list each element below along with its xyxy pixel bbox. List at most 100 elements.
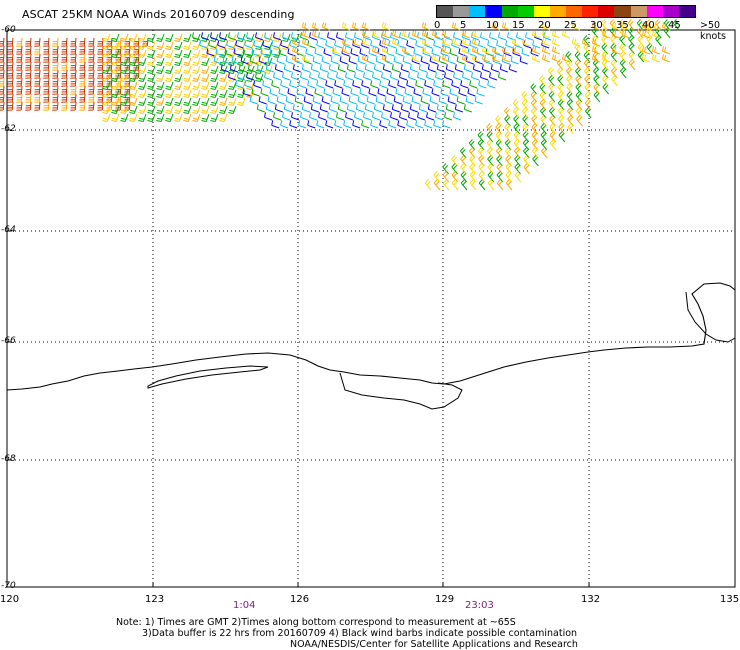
wind-barb [301, 104, 310, 113]
wind-barb [210, 65, 219, 74]
wind-barb [129, 73, 138, 82]
wind-barb [646, 43, 653, 55]
wind-barb [436, 104, 445, 113]
wind-barb [495, 115, 502, 127]
wind-barb [566, 67, 573, 79]
wind-barb [469, 179, 477, 191]
wind-barb [61, 101, 68, 111]
wind-barb [652, 30, 661, 39]
wind-barb [129, 65, 138, 74]
wind-barb [495, 123, 502, 135]
wind-barb [585, 107, 592, 119]
wind-barb [147, 41, 156, 50]
wind-barb [530, 99, 538, 111]
wind-barb [642, 46, 651, 55]
scale-swatch-7 [549, 6, 566, 17]
scale-swatch-10 [598, 6, 615, 17]
wind-barb [565, 51, 573, 63]
wind-barb [521, 99, 529, 111]
wind-barb [147, 57, 156, 66]
wind-barb [350, 88, 359, 97]
wind-barb [183, 41, 192, 50]
wind-barb [612, 46, 621, 55]
wind-barb [424, 80, 433, 89]
wind-barb [294, 96, 303, 105]
wind-barb [278, 48, 287, 57]
scale-label-25: 25 [564, 20, 577, 31]
wind-barb [442, 80, 451, 89]
wind-barb [292, 54, 301, 63]
wind-barb [300, 32, 309, 41]
wind-barb [539, 75, 546, 87]
wind-barb [363, 72, 372, 81]
wind-barb [70, 77, 77, 87]
wind-barb [201, 57, 210, 66]
lon-label-129: 129 [435, 594, 455, 605]
wind-barb [393, 56, 402, 65]
wind-barb [504, 131, 512, 143]
wind-barb [34, 93, 41, 103]
wind-barb [460, 179, 468, 191]
wind-barb [240, 56, 249, 65]
wind-barb [558, 131, 566, 143]
wind-barb [0, 85, 5, 95]
wind-barb [102, 113, 111, 122]
wind-barb [548, 99, 556, 111]
wind-barb [25, 37, 32, 47]
wind-barb [102, 49, 111, 58]
wind-barb [102, 73, 111, 82]
wind-barb [251, 88, 260, 97]
wind-barb [548, 75, 555, 87]
wind-barb [192, 73, 201, 82]
wind-barb [255, 72, 264, 81]
wind-barb [557, 99, 565, 111]
wind-barb [427, 64, 436, 73]
wind-barb [244, 80, 253, 89]
wind-barb [584, 83, 591, 95]
wind-barb [381, 72, 390, 81]
wind-barb [355, 104, 364, 113]
wind-barb [43, 69, 50, 79]
wind-barb [147, 73, 156, 82]
wind-barb [435, 112, 444, 121]
wind-barb [525, 32, 534, 41]
wind-barb [502, 54, 511, 63]
wind-barb [522, 139, 530, 151]
wind-barb [264, 112, 273, 121]
wind-barb [156, 33, 165, 42]
wind-barb [336, 72, 345, 81]
wind-barb [583, 43, 590, 55]
wind-barb [174, 97, 183, 106]
wind-barb [465, 96, 474, 105]
wind-barb [352, 80, 361, 89]
wind-barb [120, 49, 129, 58]
wind-barb [487, 155, 494, 167]
wind-barb [463, 64, 472, 73]
wind-barb [540, 123, 547, 135]
wind-barb [273, 72, 282, 81]
wind-barb [575, 91, 583, 103]
wind-barb [504, 115, 511, 127]
wind-barb [283, 104, 292, 113]
wind-barb [584, 75, 591, 87]
scale-swatch-15 [678, 6, 695, 17]
wind-barb [354, 112, 363, 121]
wind-barb [487, 171, 495, 183]
wind-barb [348, 56, 357, 65]
wind-barb [514, 163, 521, 175]
wind-barb [354, 72, 363, 81]
lat-label-62: -62 [1, 124, 16, 134]
wind-barb [352, 40, 361, 49]
wind-barb [542, 54, 551, 63]
wind-barb [480, 32, 489, 41]
wind-barb [138, 73, 147, 82]
wind-barb [487, 80, 496, 89]
wind-barb [513, 131, 521, 143]
wind-barb [328, 104, 337, 113]
wind-barb [368, 88, 377, 97]
wind-barb [478, 147, 485, 159]
wind-barb [307, 80, 316, 89]
wind-barb [412, 30, 421, 39]
wind-barb [337, 104, 346, 113]
wind-barb [201, 113, 210, 122]
